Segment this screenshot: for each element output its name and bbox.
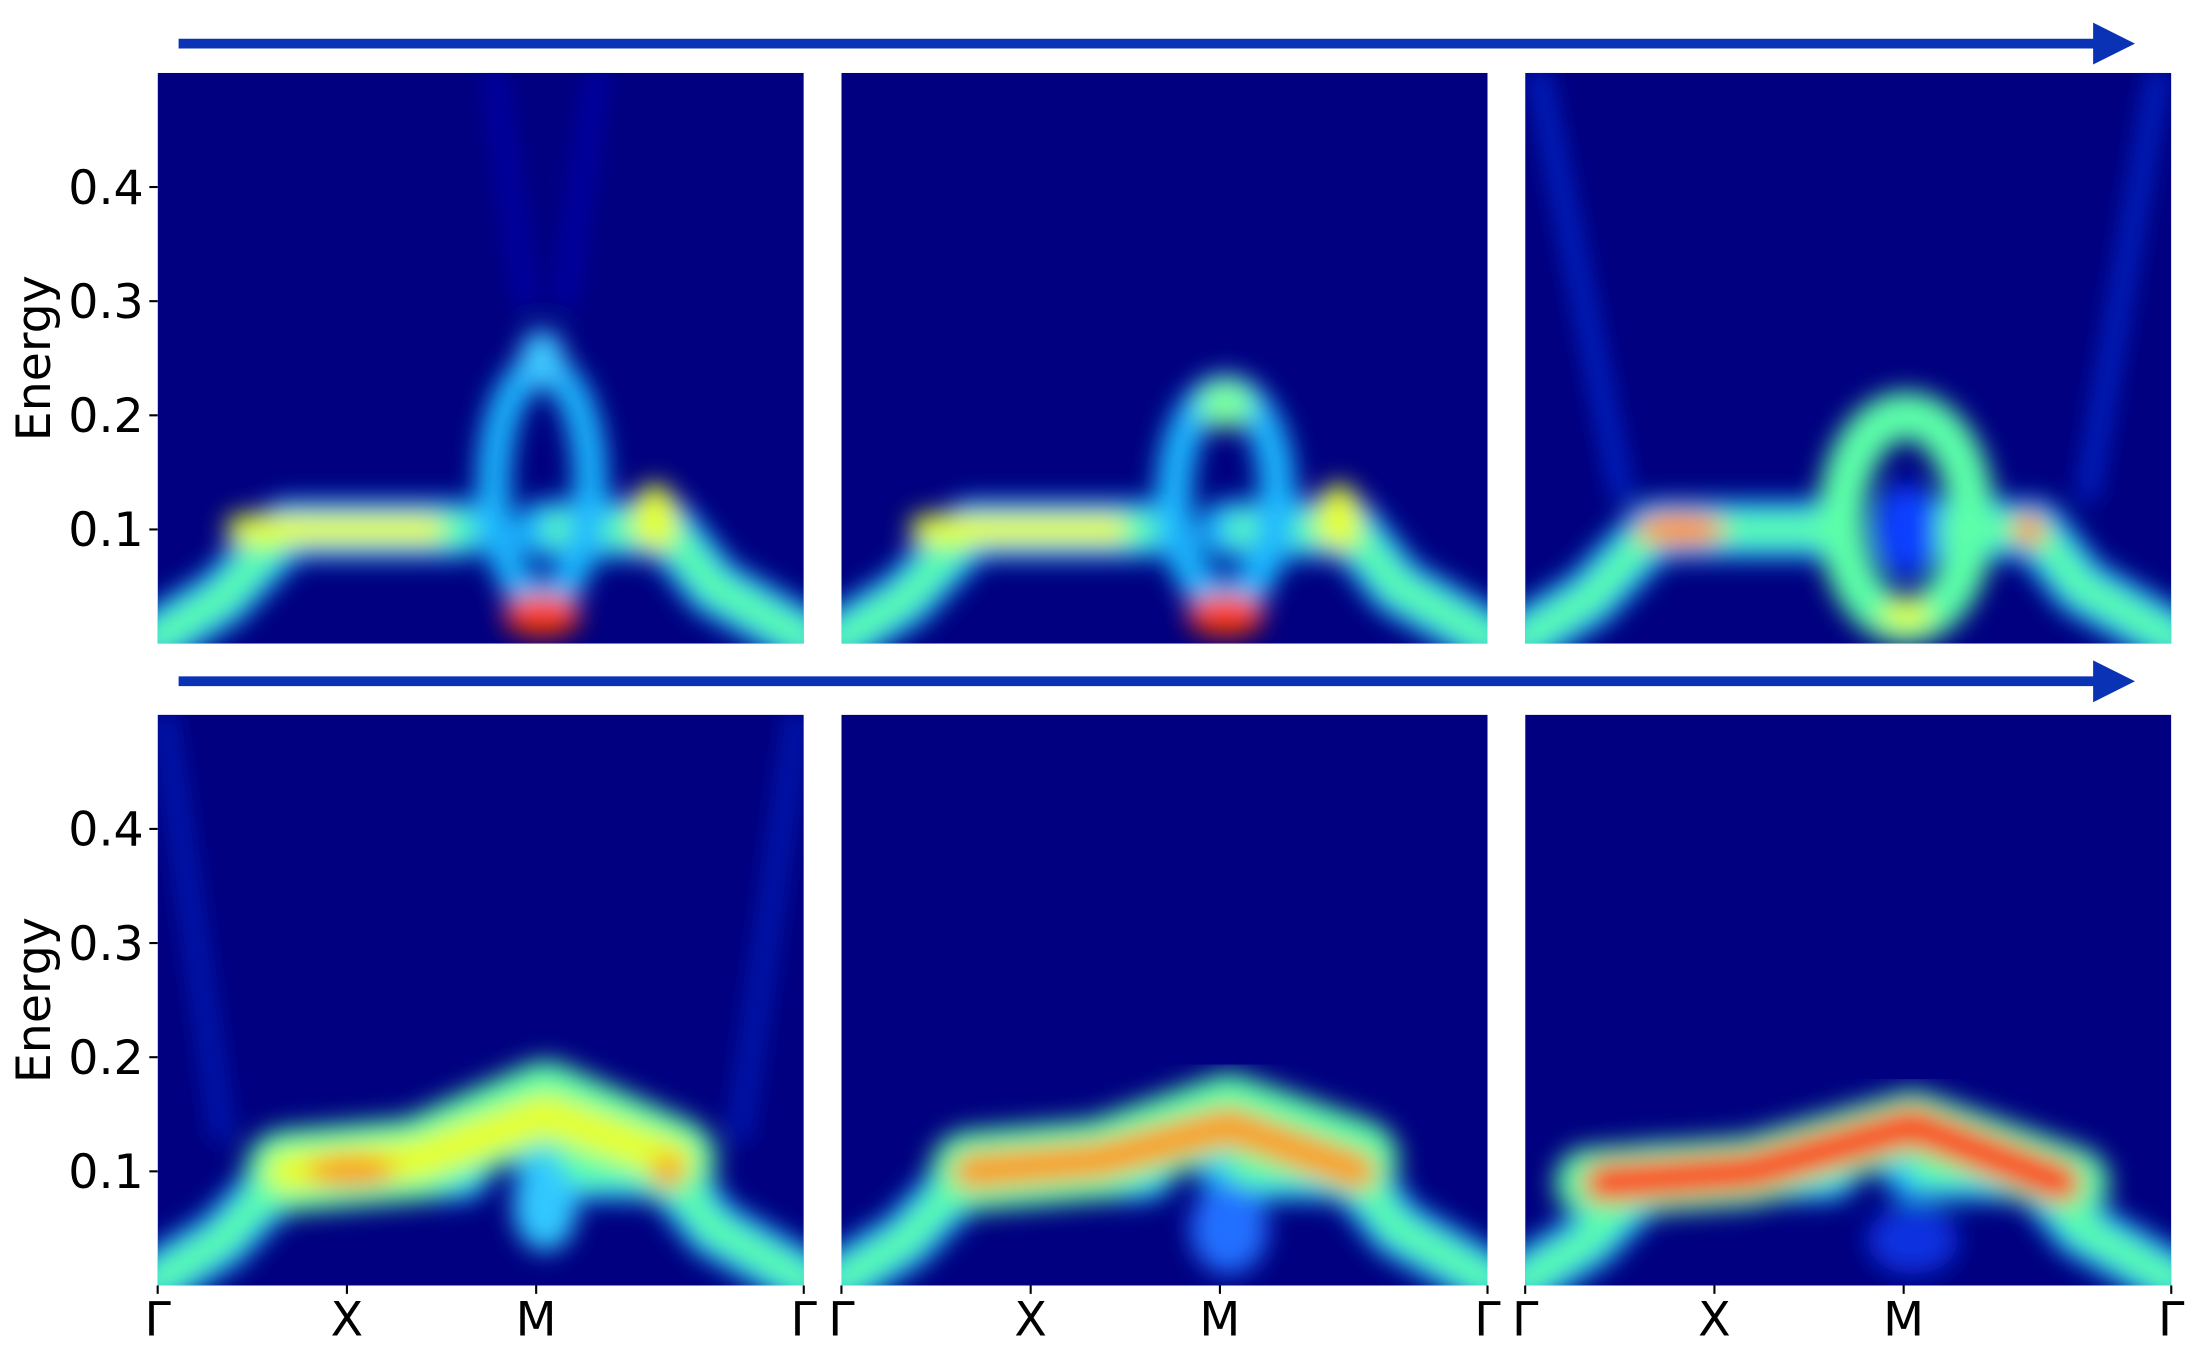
intensity-spot: [306, 1155, 397, 1188]
intensity-band: [542, 514, 804, 644]
heatmap-intensity: [1525, 1090, 2172, 1286]
arrow: [178, 22, 2135, 65]
x-tick-label: Γ: [791, 1293, 818, 1348]
intensity-band: [1532, 72, 1628, 501]
intensity-spot: [1196, 378, 1255, 430]
intensity-band: [488, 72, 532, 307]
intensity-spot: [1867, 1205, 1959, 1275]
y-tick-label: 0.3: [68, 917, 143, 972]
intensity-spot: [513, 1159, 578, 1252]
arrow: [178, 660, 2135, 703]
y-tick-label: 0.4: [68, 803, 143, 858]
x-tick-label: X: [1698, 1293, 1731, 1348]
intensity-spot: [2012, 512, 2046, 547]
x-tick-label: Γ: [144, 1293, 171, 1348]
y-axis-label: Energy: [7, 275, 62, 441]
intensity-band: [159, 714, 227, 1142]
intensity-band: [559, 72, 603, 307]
y-tick-label: 0.2: [68, 1031, 143, 1086]
intensity-spot: [1316, 483, 1362, 553]
heatmap-panel: [157, 72, 804, 644]
y-tick-label: 0.1: [68, 503, 143, 558]
y-axis-label: Energy: [7, 917, 62, 1083]
intensity-spot: [519, 329, 565, 387]
intensity-spot: [503, 594, 581, 636]
heatmap-panel: [841, 72, 1488, 644]
x-tick-label: Γ: [2158, 1293, 2185, 1348]
x-tick-label: X: [331, 1293, 363, 1348]
intensity-spot: [651, 1154, 685, 1189]
intensity-spot: [1635, 512, 1726, 547]
x-tick-label: Γ: [828, 1293, 855, 1348]
x-tick-label: M: [1199, 1293, 1240, 1348]
heatmap-intensity: [841, 1073, 1488, 1286]
intensity-spot: [1874, 483, 1939, 576]
y-tick-label: 0.2: [68, 389, 143, 444]
heatmap-intensity: [1525, 72, 2172, 644]
intensity-band: [1525, 514, 1845, 644]
x-tick-label: M: [516, 1293, 557, 1348]
x-tick-label: M: [1883, 1293, 1924, 1348]
heatmap-panel: [157, 714, 804, 1286]
intensity-spot: [1190, 1182, 1268, 1275]
intensity-band: [1583, 1106, 2081, 1203]
x-tick-label: Γ: [1474, 1293, 1501, 1348]
y-tick-label: 0.3: [68, 275, 143, 330]
heatmap-intensity: [157, 72, 804, 644]
x-tick-label: Γ: [1512, 1293, 1539, 1348]
intensity-spot: [632, 483, 678, 553]
heatmap-intensity: [841, 374, 1488, 644]
intensity-band: [952, 1107, 1377, 1190]
heatmap-intensity: [157, 714, 804, 1286]
intensity-band: [2081, 72, 2164, 501]
intensity-spot: [1187, 594, 1265, 636]
heatmap-panel: [1525, 72, 2172, 644]
heatmap-panel: [1525, 714, 2172, 1286]
heatmap-panel: [841, 714, 1488, 1286]
y-tick-label: 0.4: [68, 161, 143, 216]
y-tick-label: 0.1: [68, 1145, 143, 1200]
intensity-spot: [1880, 601, 1933, 629]
intensity-band: [734, 714, 802, 1142]
intensity-band: [1226, 514, 1488, 644]
x-tick-label: X: [1014, 1293, 1047, 1348]
